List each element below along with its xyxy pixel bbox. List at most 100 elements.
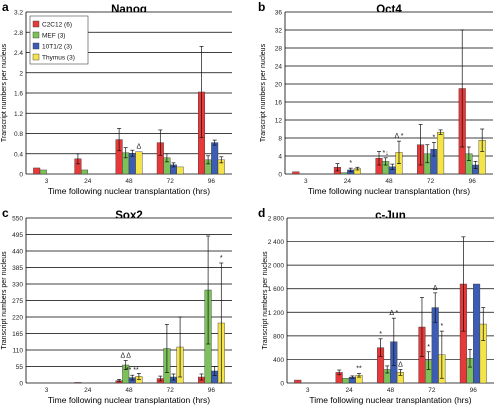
x-axis-label: Time following nuclear transplantation (…: [48, 395, 210, 405]
bar: [135, 151, 143, 175]
significance-marker: Δ: [398, 361, 403, 368]
y-tick-label: 165: [12, 331, 23, 338]
y-tick-label: 3.2: [14, 10, 23, 17]
y-tick-label: 800: [273, 333, 284, 340]
y-tick-label: 275: [12, 298, 23, 305]
bar: [294, 379, 302, 384]
bar: [473, 283, 481, 384]
y-tick-label: 0: [19, 172, 23, 179]
x-tick-label: 24: [84, 387, 92, 394]
y-tick-label: 36: [275, 10, 283, 17]
significance-marker: *: [349, 160, 352, 167]
x-tick-label: 48: [125, 387, 133, 394]
bar: [39, 169, 47, 175]
y-tick-label: 1.6: [14, 91, 23, 98]
bar: [211, 142, 219, 175]
y-tick-label: 1 200: [268, 310, 285, 317]
y-tick-label: 16: [275, 100, 283, 107]
y-tick-label: 0.4: [14, 151, 23, 158]
y-tick-label: 550: [12, 216, 23, 223]
bar: [176, 166, 184, 175]
y-tick-label: 220: [12, 315, 23, 322]
x-tick-label: 48: [385, 178, 393, 185]
x-axis-label: Time following nuclear transplantation (…: [308, 186, 470, 196]
plot-area: [285, 12, 493, 174]
x-tick-label: 3: [304, 178, 308, 185]
bar: [33, 167, 41, 175]
y-tick-label: 400: [273, 357, 284, 364]
x-tick-label: 96: [469, 178, 477, 185]
y-tick-label: 24: [275, 64, 283, 71]
y-axis-label: Transcript numbers per nucleus: [262, 251, 269, 350]
significance-marker: *: [220, 255, 223, 262]
x-tick-label: 96: [208, 387, 216, 394]
significance-marker: *: [440, 323, 443, 330]
y-tick-label: 0: [280, 381, 284, 388]
x-tick-label: 96: [208, 178, 216, 185]
x-tick-label: 72: [167, 387, 175, 394]
y-tick-label: 2 400: [268, 239, 285, 246]
legend-box: [29, 15, 89, 65]
y-tick-label: 20: [275, 82, 283, 89]
bar: [81, 169, 89, 175]
y-tick-label: 2 000: [268, 263, 285, 270]
significance-marker: *: [379, 331, 382, 338]
x-tick-label: 96: [470, 387, 478, 394]
y-tick-label: 440: [12, 249, 23, 256]
x-axis-label: Time following nuclear transplantation (…: [309, 395, 471, 405]
significance-marker: *↓: [383, 150, 389, 157]
legend-swatch: [32, 20, 40, 28]
y-tick-label: 0: [278, 172, 282, 179]
bar: [340, 172, 348, 175]
bar: [292, 171, 300, 175]
y-tick-label: 2.4: [14, 50, 23, 57]
legend-label: Thymus (3): [42, 55, 75, 62]
x-tick-label: 72: [428, 387, 436, 394]
significance-marker: *: [427, 344, 430, 351]
legend-swatch: [32, 31, 40, 39]
x-tick-label: 48: [387, 387, 395, 394]
y-tick-label: 12: [275, 118, 283, 125]
x-tick-label: 3: [45, 387, 49, 394]
y-tick-label: 330: [12, 282, 23, 289]
y-axis-label: Transcript numbers per nucleus: [260, 43, 267, 142]
significance-marker: Δ Δ: [120, 353, 131, 360]
panel-letter: d: [258, 206, 265, 220]
y-tick-label: 1 600: [268, 286, 285, 293]
y-tick-label: 1.2: [14, 111, 23, 118]
legend-label: C2C12 (6): [42, 22, 72, 29]
y-tick-label: 0: [19, 381, 23, 388]
x-tick-label: 3: [45, 178, 49, 185]
y-tick-label: 2.8: [14, 30, 23, 37]
y-tick-label: 2: [19, 70, 23, 77]
y-tick-label: 4: [278, 154, 282, 161]
panel-letter: b: [258, 0, 265, 14]
bar: [74, 382, 82, 384]
legend-swatch: [32, 53, 40, 61]
y-tick-label: 0.8: [14, 131, 23, 138]
y-tick-label: 110: [13, 348, 24, 355]
x-tick-label: 24: [345, 387, 353, 394]
x-tick-label: 3: [306, 387, 310, 394]
significance-marker: *: [433, 135, 436, 142]
legend-swatch: [32, 42, 40, 50]
y-tick-label: 55: [16, 364, 24, 371]
significance-marker: Δ: [433, 285, 438, 292]
significance-marker: ** **: [126, 367, 139, 374]
x-tick-label: 24: [84, 178, 92, 185]
y-tick-label: 495: [12, 232, 23, 239]
y-tick-label: 8: [278, 136, 282, 143]
y-tick-label: 32: [275, 28, 283, 35]
y-tick-label: 28: [275, 46, 283, 53]
legend-label: 10T1/2 (3): [42, 44, 72, 51]
significance-marker: Δ *: [394, 133, 403, 140]
bar: [342, 378, 350, 384]
panel-letter: c: [2, 206, 9, 220]
y-axis-label: Transcript numbers per nucleus: [1, 251, 8, 350]
